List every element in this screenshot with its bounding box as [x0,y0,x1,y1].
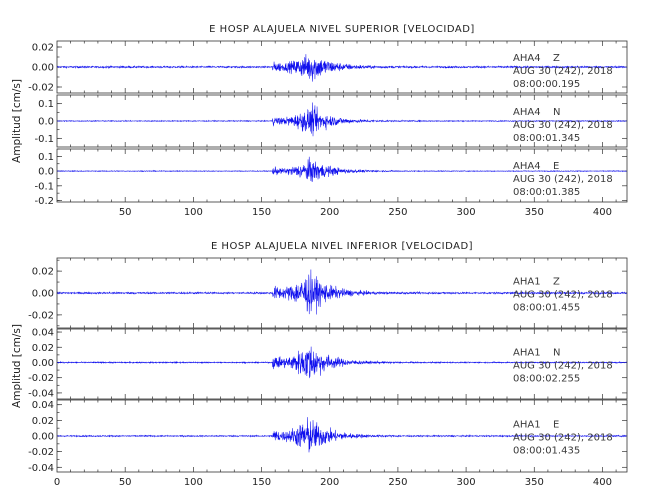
x-tick-label: 0 [54,477,60,488]
y-tick-label: 0.04 [32,328,54,339]
x-tick-label: 100 [184,207,203,218]
station-id: AHA4 [513,161,541,172]
y-tick-label: 0.02 [32,416,54,427]
station-id: AHA4 [513,53,541,64]
panel-frame [56,40,628,94]
record-date: AUG 30 (242), 2018 [513,290,613,301]
x-tick-label: 150 [252,477,271,488]
x-tick-label: 200 [320,207,339,218]
y-tick-label: -0.1 [34,134,54,145]
y-tick-label: -0.02 [28,447,54,458]
record-time: 08:00:02.255 [513,374,580,385]
panel-frame [56,148,628,203]
component-id: Z [553,277,560,288]
y-axis-label: Amplitud [cm/s] [11,324,23,408]
x-tick-label: 250 [388,207,407,218]
waveform-trace [56,156,628,182]
panel-frame [56,94,628,148]
record-time: 08:00:01.455 [513,303,580,314]
y-tick-label: -0.02 [28,373,54,384]
x-tick-label: 350 [525,207,544,218]
record-time: 08:00:00.195 [513,79,580,90]
waveform-trace [56,54,628,82]
panel-aha1-e: 0.04 0.02 0.00 -0.02 -0.04 AHA1 E AUG 30 (242),… [28,399,628,474]
x-tick-label: 250 [388,477,407,488]
y-tick-label: -0.1 [34,181,54,192]
record-time: 08:00:01.385 [513,187,580,198]
record-date: AUG 30 (242), 2018 [513,174,613,185]
y-tick-label: 0.02 [32,343,54,354]
y-tick-label: 0.00 [32,289,54,300]
station-id: AHA4 [513,107,541,118]
y-tick-label: 0.0 [38,117,54,128]
station-id: AHA1 [513,348,541,359]
panel-frame [56,328,628,400]
waveform-trace [56,417,628,453]
chart-nivel-inferior: E HOSP ALAJUELA NIVEL INFERIOR [VELOCIDA… [11,241,628,488]
panel-frame [56,399,628,473]
y-tick-label: 0.00 [32,432,54,443]
y-tick-label: 0.00 [32,63,54,74]
y-tick-label: 0.0 [38,167,54,178]
waveform-trace [56,346,628,379]
station-id: AHA1 [513,277,541,288]
y-tick-label: -0.2 [34,196,54,207]
record-date: AUG 30 (242), 2018 [513,432,613,443]
waveform-trace [56,269,627,315]
x-tick-label: 50 [119,207,132,218]
record-date: AUG 30 (242), 2018 [513,120,613,131]
x-tick-label: 50 [119,477,132,488]
y-tick-label: -0.04 [28,463,54,474]
x-tick-label: 300 [457,477,476,488]
panel-aha4-z: 0.02 0.00 -0.02 AHA4 Z AUG 30 (242), 2018 08:0… [28,40,628,94]
chart-nivel-superior: E HOSP ALAJUELA NIVEL SUPERIOR [VELOCIDA… [11,24,628,218]
y-tick-label: -0.02 [28,83,54,94]
x-tick-label: 400 [593,207,612,218]
component-id: N [553,107,560,118]
x-tick-label: 400 [593,477,612,488]
y-tick-label: 0.1 [38,152,54,163]
panel-frame [56,257,628,329]
chart-title: E HOSP ALAJUELA NIVEL SUPERIOR [VELOCIDA… [209,24,475,35]
y-tick-label: 0.02 [32,43,54,54]
station-id: AHA1 [513,419,541,430]
y-tick-label: -0.04 [28,388,54,399]
component-id: Z [553,53,560,64]
record-time: 08:00:01.345 [513,133,580,144]
y-tick-label: 0.00 [32,358,54,369]
x-tick-label: 350 [525,477,544,488]
x-tick-label: 200 [320,477,339,488]
x-tick-label: 150 [252,207,271,218]
y-axis-label: Amplitud [cm/s] [11,79,23,163]
record-date: AUG 30 (242), 2018 [513,66,613,77]
panel-aha4-n: 0.1 0.0 -0.1 AHA4 N AUG 30 (242), 2018 08:00:0… [34,94,628,148]
component-id: E [553,161,559,172]
y-tick-label: 0.04 [32,400,54,411]
panel-aha1-n: 0.04 0.02 0.00 -0.02 -0.04 AHA1 N AUG 30 (242),… [28,328,628,400]
y-tick-label: -0.02 [28,310,54,321]
record-time: 08:00:01.435 [513,445,580,456]
x-tick-label: 100 [184,477,203,488]
x-tick-label: 300 [457,207,476,218]
waveform-trace [56,102,628,137]
y-tick-label: 0.02 [32,267,54,278]
y-tick-label: 0.1 [38,99,54,110]
panel-aha1-z: 0.02 0.00 -0.02 AHA1 Z AUG 30 (242), 2018 08:0… [28,257,628,329]
panel-aha4-e: 0.1 0.0 -0.1 -0.2 AHA4 E AUG 30 (242), 2018 08:… [34,148,628,207]
component-id: N [553,348,560,359]
record-date: AUG 30 (242), 2018 [513,361,613,372]
component-id: E [553,419,559,430]
chart-title: E HOSP ALAJUELA NIVEL INFERIOR [VELOCIDA… [211,241,473,252]
